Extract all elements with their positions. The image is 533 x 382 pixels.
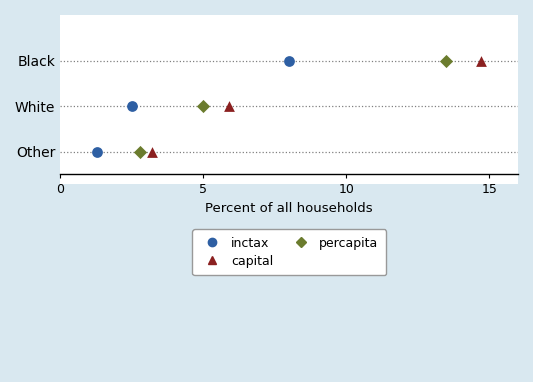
- Point: [127, 103, 136, 109]
- Legend: inctax, capital, percapita, : inctax, capital, percapita,: [192, 229, 386, 275]
- Point: [93, 149, 102, 155]
- Point: [442, 58, 451, 64]
- Point: [148, 149, 156, 155]
- Point: [136, 149, 144, 155]
- Point: [285, 58, 293, 64]
- X-axis label: Percent of all households: Percent of all households: [205, 202, 373, 215]
- Point: [477, 58, 485, 64]
- Point: [199, 103, 207, 109]
- Point: [225, 103, 233, 109]
